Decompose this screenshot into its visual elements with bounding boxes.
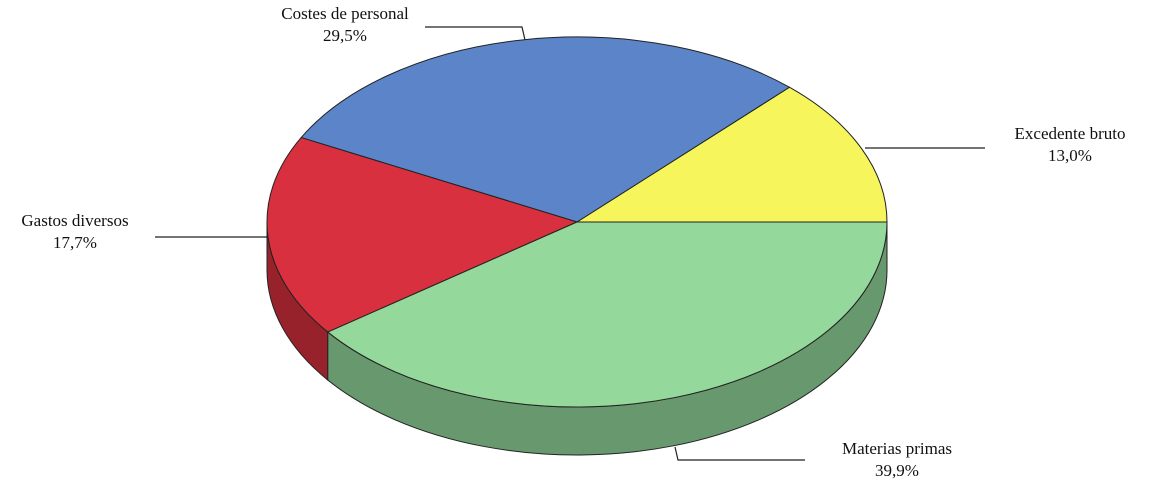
pie-slice (300, 36, 791, 223)
pie-slice (266, 136, 579, 333)
pie-slice (326, 221, 888, 408)
leader-line (674, 446, 805, 461)
slice-value-label: 29,5% (323, 26, 367, 45)
slice-label: Materias primas (842, 439, 952, 458)
slice-label: Excedente bruto (1015, 124, 1126, 143)
slice-label: Gastos diversos (21, 211, 128, 230)
pie-slice (575, 86, 888, 223)
slice-value-label: 39,9% (875, 461, 919, 480)
leader-line (425, 26, 526, 41)
slice-value-label: 17,7% (53, 233, 97, 252)
slice-value-label: 13,0% (1048, 146, 1092, 165)
slice-label: Costes de personal (281, 4, 409, 23)
